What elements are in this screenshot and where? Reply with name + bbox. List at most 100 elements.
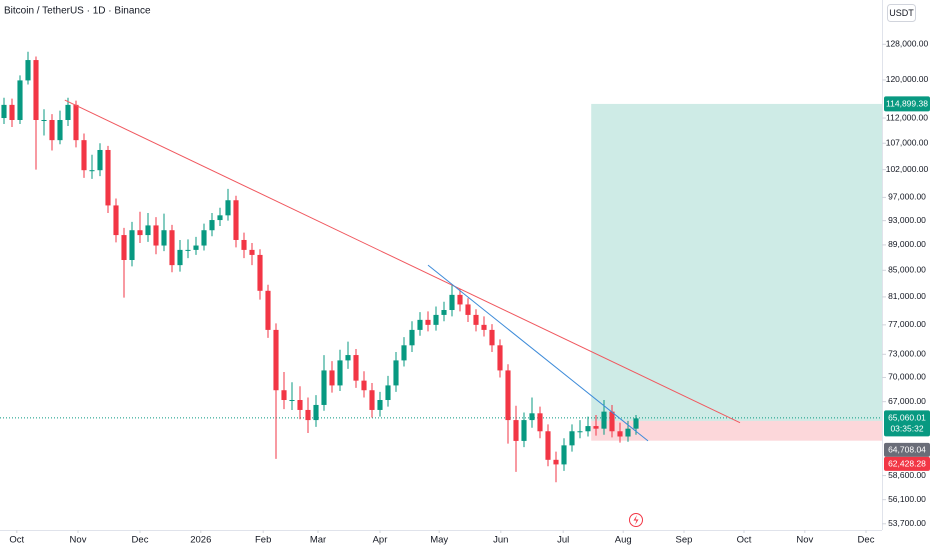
icon-bolt[interactable] bbox=[633, 515, 639, 525]
candle-body bbox=[17, 80, 23, 121]
trendline bbox=[427, 264, 649, 442]
plot-area bbox=[0, 51, 882, 483]
candle-body bbox=[593, 426, 599, 429]
candle-body bbox=[33, 60, 39, 121]
candle-body bbox=[65, 104, 71, 121]
currency-box[interactable] bbox=[887, 4, 916, 22]
candle-body bbox=[57, 120, 63, 141]
candle-body bbox=[569, 431, 575, 446]
candle-body bbox=[241, 239, 247, 250]
candle-body bbox=[121, 235, 127, 261]
x-tick-label: Apr bbox=[373, 535, 388, 546]
y-tick-label: 73,000.00 bbox=[888, 349, 926, 359]
chart-title: Bitcoin / TetherUS · 1D · Binance bbox=[4, 6, 151, 17]
entry-badge bbox=[884, 442, 930, 457]
candle-body bbox=[209, 220, 215, 231]
candle-body bbox=[129, 230, 135, 261]
position-target-zone bbox=[591, 103, 882, 421]
candle-body bbox=[249, 249, 255, 255]
candle-body bbox=[457, 294, 463, 305]
candle-body bbox=[409, 329, 415, 346]
candle-body bbox=[361, 380, 367, 391]
x-tick-label: Dec bbox=[132, 535, 149, 546]
candle-body bbox=[625, 428, 631, 437]
candle-body bbox=[321, 370, 327, 405]
x-tick-label: Jul bbox=[557, 535, 569, 546]
y-tick-label: 128,000.00 bbox=[886, 39, 929, 49]
candle-body bbox=[601, 411, 607, 429]
candle-body bbox=[217, 215, 223, 221]
candle-body bbox=[169, 230, 175, 266]
candle-body bbox=[313, 404, 319, 421]
candle-body bbox=[201, 230, 207, 246]
currency-label[interactable]: USDT bbox=[889, 8, 914, 18]
target-label: 114,899.38 bbox=[886, 99, 928, 109]
y-tick-label: 70,000.00 bbox=[888, 372, 926, 382]
candle-body bbox=[537, 413, 543, 432]
candle-body bbox=[257, 254, 263, 291]
candle-body bbox=[297, 400, 303, 410]
x-tick-label: Nov bbox=[796, 535, 813, 546]
candle-body bbox=[521, 420, 527, 441]
candle-body bbox=[225, 200, 231, 216]
candle-body bbox=[337, 360, 343, 386]
icon-circle[interactable] bbox=[629, 513, 643, 527]
candle-body bbox=[1, 104, 7, 119]
x-tick-label: Nov bbox=[70, 535, 87, 546]
y-tick-label: 77,000.00 bbox=[888, 319, 926, 329]
entry-label: 64,708.04 bbox=[888, 445, 926, 455]
candle-body bbox=[113, 205, 119, 236]
candle-body bbox=[369, 390, 375, 410]
x-tick-label: Mar bbox=[310, 535, 326, 546]
candle-body bbox=[345, 355, 351, 361]
candle-body bbox=[89, 170, 95, 172]
candle-body bbox=[433, 314, 439, 325]
candle-body bbox=[401, 345, 407, 361]
x-tick-label: 2026 bbox=[190, 535, 211, 546]
candle-body bbox=[289, 400, 295, 402]
candle-body bbox=[577, 431, 583, 433]
candle-body bbox=[265, 290, 271, 330]
candle-body bbox=[553, 459, 559, 465]
candle-body bbox=[481, 324, 487, 330]
candle-body bbox=[529, 413, 535, 421]
candle-body bbox=[385, 385, 391, 401]
candle-body bbox=[561, 445, 567, 465]
candle-body bbox=[73, 104, 79, 141]
candle-body bbox=[177, 249, 183, 266]
x-tick-label: Aug bbox=[615, 535, 632, 546]
candle-body bbox=[273, 329, 279, 391]
candle-body bbox=[9, 104, 15, 121]
stop-label: 62,428.28 bbox=[888, 459, 926, 469]
candle-body bbox=[393, 360, 399, 386]
candle-body bbox=[105, 149, 111, 206]
candle-body bbox=[185, 249, 191, 251]
x-tick-label: Jun bbox=[493, 535, 508, 546]
y-tick-label: 58,600.00 bbox=[888, 470, 926, 480]
candle-body bbox=[329, 370, 335, 386]
candle-body bbox=[137, 230, 143, 236]
candle-body bbox=[377, 400, 383, 410]
target-badge bbox=[884, 96, 930, 112]
candle-body bbox=[617, 431, 623, 437]
candle-body bbox=[449, 294, 455, 311]
candle-body bbox=[425, 319, 431, 325]
candle-body bbox=[145, 225, 151, 236]
candle-body bbox=[473, 314, 479, 325]
y-tick-label: 56,100.00 bbox=[888, 494, 926, 504]
candle-body bbox=[505, 370, 511, 421]
candle-body bbox=[233, 200, 239, 240]
candle-body bbox=[161, 230, 167, 246]
y-tick-label: 97,000.00 bbox=[888, 192, 926, 202]
x-tick-label: Feb bbox=[255, 535, 271, 546]
candle-body bbox=[545, 431, 551, 460]
candle-body bbox=[281, 390, 287, 401]
candle-body bbox=[585, 426, 591, 432]
replay-icon[interactable] bbox=[629, 513, 643, 527]
candle-body bbox=[49, 120, 55, 141]
candle-body bbox=[305, 409, 311, 421]
y-tick-label: 89,000.00 bbox=[888, 239, 926, 249]
